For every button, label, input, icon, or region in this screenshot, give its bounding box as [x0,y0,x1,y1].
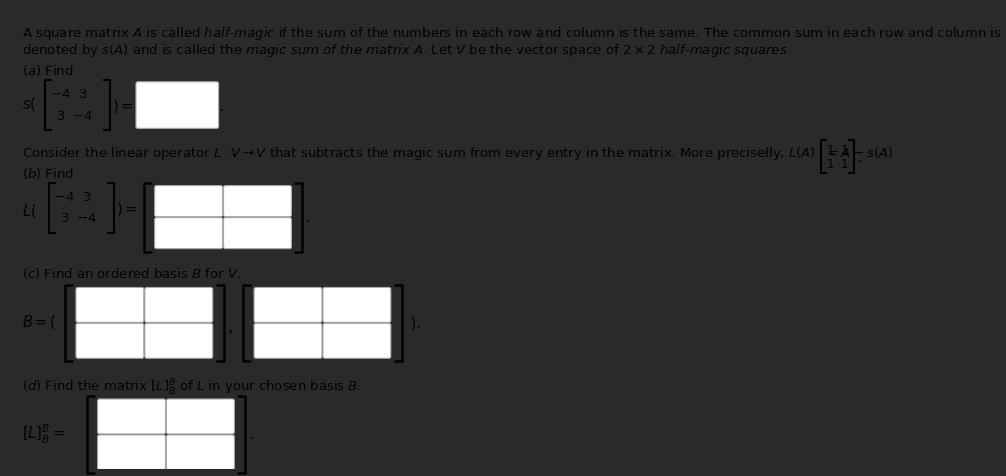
Text: A square matrix $\mathit{A}$ is called $\it{half\text{-}magic}$ if the sum of th: A square matrix $\mathit{A}$ is called $… [22,25,1002,41]
Text: $\it{(b)}$ Find: $\it{(b)}$ Find [22,166,73,181]
Text: ,: , [227,317,233,336]
Text: $\it{(a)}$ Find: $\it{(a)}$ Find [22,63,73,78]
Text: $-4$: $-4$ [54,191,74,204]
Text: $\it{(c)}$ Find an ordered basis $\mathit{B}$ for $\mathit{V}$.: $\it{(c)}$ Find an ordered basis $\mathi… [22,266,240,280]
FancyBboxPatch shape [255,324,322,358]
FancyBboxPatch shape [166,435,234,470]
Text: .: . [218,99,223,113]
FancyBboxPatch shape [323,324,390,358]
Text: $-4$: $-4$ [72,109,93,122]
FancyBboxPatch shape [255,288,322,323]
Text: $3$: $3$ [77,88,88,101]
FancyBboxPatch shape [166,399,234,434]
FancyBboxPatch shape [98,399,166,434]
FancyBboxPatch shape [155,218,222,249]
Text: $1$: $1$ [827,144,835,157]
FancyBboxPatch shape [75,288,144,323]
FancyBboxPatch shape [136,83,218,129]
Text: denoted by $\mathit{s}(\mathit{A})$ and is called the $\it{magic\ sum\ of\ the\ : denoted by $\mathit{s}(\mathit{A})$ and … [22,42,791,59]
Text: $3$: $3$ [59,212,69,225]
Text: $\mathit{L}($: $\mathit{L}($ [22,201,36,219]
FancyBboxPatch shape [145,288,212,323]
FancyBboxPatch shape [223,218,292,249]
Text: .: . [857,149,862,165]
Text: $\it{(d)}$ Find the matrix $[\mathit{L}]^{\mathit{B}}_{\mathit{B}}$ of $\mathit{: $\it{(d)}$ Find the matrix $[\mathit{L}]… [22,377,361,397]
Text: $\mathit{B} = ($: $\mathit{B} = ($ [22,313,56,331]
Text: Consider the linear operator $\mathit{L} : V \rightarrow V$ that subtracts the m: Consider the linear operator $\mathit{L}… [22,145,893,161]
Text: .: . [305,210,310,225]
Text: $3$: $3$ [56,109,65,122]
Text: .: . [248,426,254,442]
Text: $) =$: $) =$ [113,97,134,115]
FancyBboxPatch shape [223,186,292,217]
Text: $-4$: $-4$ [76,212,97,225]
FancyBboxPatch shape [98,435,166,470]
Text: $[\mathit{L}]^{B}_{B} =$: $[\mathit{L}]^{B}_{B} =$ [22,421,64,445]
Text: $1$: $1$ [827,158,835,170]
FancyBboxPatch shape [145,324,212,358]
Text: $3$: $3$ [81,191,92,204]
Text: $1$: $1$ [840,144,849,157]
FancyBboxPatch shape [155,186,222,217]
Text: $-4$: $-4$ [50,88,71,101]
Text: $1$: $1$ [840,158,849,170]
Text: ).: ). [405,315,421,330]
FancyBboxPatch shape [323,288,390,323]
FancyBboxPatch shape [75,324,144,358]
Text: $\mathit{s}($: $\mathit{s}($ [22,95,36,113]
Text: $) =$: $) =$ [117,199,138,218]
